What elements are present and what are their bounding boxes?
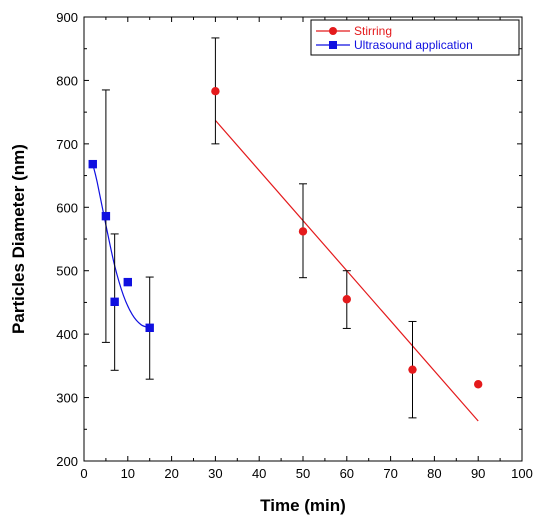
data-points <box>88 87 483 389</box>
y-tick-label: 500 <box>56 264 78 279</box>
stirring-point <box>342 295 351 304</box>
x-tick-label: 0 <box>80 466 87 481</box>
x-tick-label: 100 <box>511 466 533 481</box>
y-tick-label: 800 <box>56 73 78 88</box>
y-tick-label: 400 <box>56 327 78 342</box>
stirring-point <box>474 380 483 389</box>
x-tick-label: 50 <box>296 466 310 481</box>
legend-ultrasound-label: Ultrasound application <box>354 38 473 52</box>
ultrasound-point <box>123 277 132 287</box>
y-tick-label: 900 <box>56 10 78 25</box>
x-tick-label: 90 <box>471 466 485 481</box>
stirring-point <box>408 365 417 374</box>
y-tick-label: 200 <box>56 454 78 469</box>
y-tick-label: 600 <box>56 200 78 215</box>
legend-ultrasound-marker <box>329 41 337 49</box>
y-tick-label: 300 <box>56 391 78 406</box>
ultrasound-fit-line <box>92 164 150 329</box>
error-bars <box>101 37 417 419</box>
ultrasound-point <box>88 159 97 169</box>
x-tick-label: 60 <box>340 466 354 481</box>
legend-stirring-label: Stirring <box>354 24 392 38</box>
x-tick-label: 30 <box>208 466 222 481</box>
x-tick-label: 80 <box>427 466 441 481</box>
legend-box <box>310 19 520 56</box>
x-axis-title: Time (min) <box>260 496 346 515</box>
ultrasound-point <box>101 211 111 221</box>
ultrasound-point <box>145 323 154 332</box>
y-tick-label: 700 <box>56 137 78 152</box>
x-tick-label: 40 <box>252 466 266 481</box>
legend-stirring-marker <box>329 27 337 35</box>
x-tick-label: 20 <box>164 466 178 481</box>
x-tick-label: 70 <box>383 466 397 481</box>
x-tick-label: 10 <box>121 466 135 481</box>
ultrasound-point <box>110 297 119 306</box>
stirring-point <box>211 87 220 96</box>
y-axis-title: Particles Diameter (nm) <box>9 144 28 334</box>
fit-lines <box>92 119 479 422</box>
tick-labels: 0 10 20 30 40 50 60 70 80 90 100 200 300 400 500 600 700… <box>56 10 533 481</box>
legend: Stirring Ultrasound application <box>310 19 520 56</box>
stirring-point <box>298 227 308 236</box>
